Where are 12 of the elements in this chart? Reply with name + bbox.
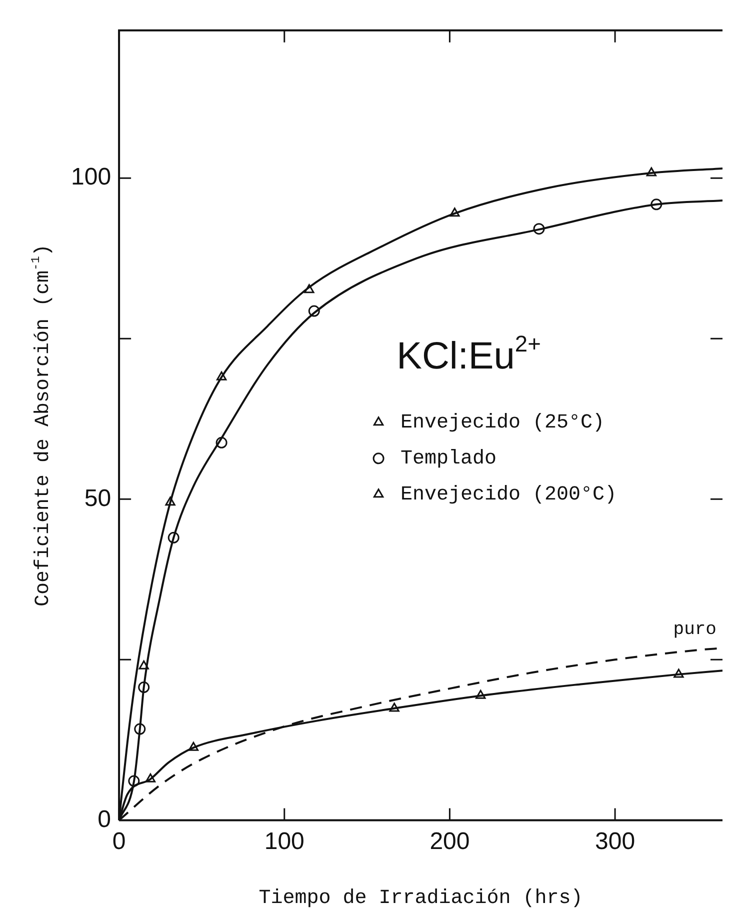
y-tick-label: 0 [98,806,112,833]
y-tick-label: 100 [70,164,112,191]
x-axis-title: Tiempo de Irradiación (hrs) [258,887,583,910]
legend-label: Templado [400,448,497,471]
series-label: puro [673,620,716,640]
legend-label: Envejecido (200°C) [400,484,617,507]
x-tick-label: 200 [430,828,470,856]
legend-label: Envejecido (25°C) [400,412,605,435]
y-tick-label: 50 [84,484,112,512]
y-axis-title: Coeficiente de Absorción (cm-1) [29,244,55,607]
x-tick-label: 100 [264,828,304,856]
x-tick-label: 300 [595,828,636,856]
